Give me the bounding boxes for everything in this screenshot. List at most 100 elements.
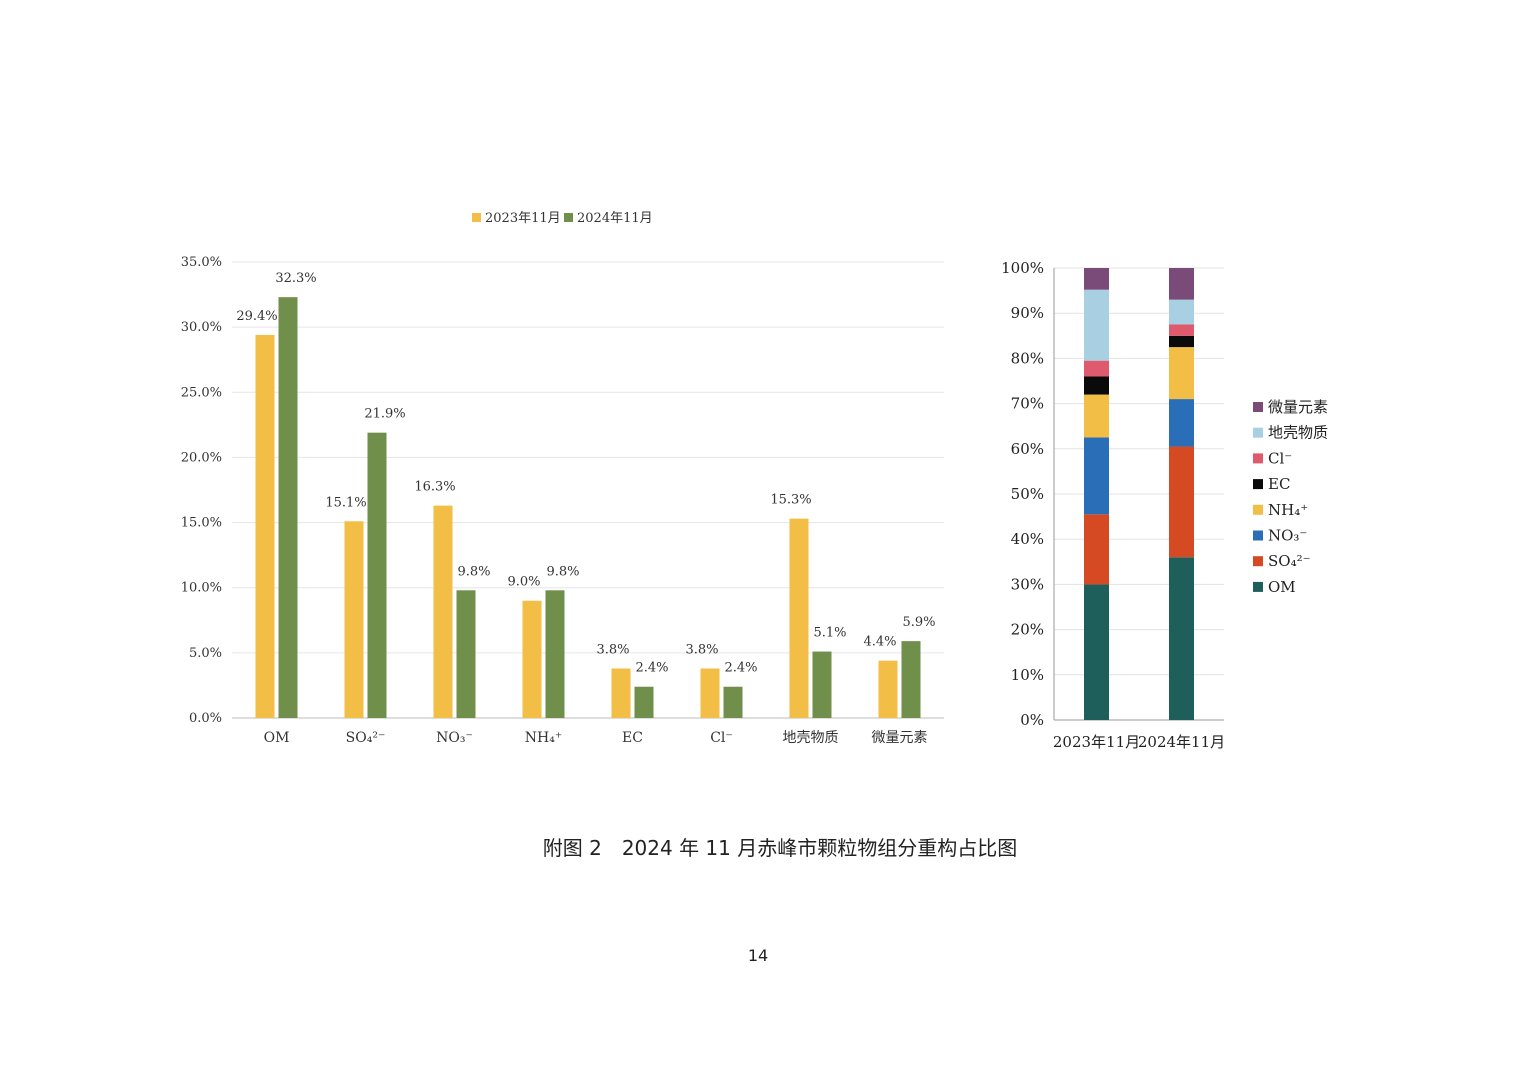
stack-segment — [1084, 394, 1109, 438]
data-label: 9.0% — [507, 575, 540, 590]
legend-label: NH₄⁺ — [1268, 501, 1308, 519]
x-tick-label: 微量元素 — [872, 730, 928, 746]
x-tick-label: 2023年11月 — [1053, 733, 1140, 751]
y-tick-label: 10% — [1011, 666, 1044, 684]
bar — [367, 432, 387, 718]
x-tick-label: OM — [264, 730, 290, 746]
y-tick-label: 30% — [1011, 575, 1044, 593]
legend-label: 微量元素 — [1268, 398, 1328, 416]
y-tick-label: 20% — [1011, 621, 1044, 639]
bar — [433, 505, 453, 718]
data-label: 4.4% — [863, 635, 896, 650]
bar — [456, 590, 476, 718]
data-label: 5.9% — [902, 615, 935, 630]
bar — [901, 641, 921, 718]
bar — [545, 590, 565, 718]
x-tick-label: 地壳物质 — [783, 729, 839, 746]
y-tick-label: 35.0% — [181, 255, 222, 270]
stack-segment — [1169, 446, 1194, 558]
stack-segment — [1169, 347, 1194, 400]
stacked-composition-chart: 0% 10% 20% 30% 40% 50% 60% 70% 80% 90% 100% 2023年11… — [1001, 259, 1328, 751]
data-label: 21.9% — [364, 407, 405, 422]
legend-label: OM — [1268, 578, 1296, 596]
data-label: 2.4% — [635, 661, 668, 676]
data-label: 32.3% — [275, 271, 316, 286]
legend-swatch — [1253, 402, 1263, 412]
stack-segment — [1084, 376, 1109, 395]
legend-swatch — [1253, 556, 1263, 567]
data-label: 5.1% — [813, 626, 846, 641]
legend-swatch — [472, 213, 481, 222]
bar — [634, 686, 654, 718]
x-tick-label: NH₄⁺ — [525, 730, 562, 746]
legend-label: 2023年11月 — [485, 211, 561, 226]
stack-segment — [1084, 584, 1109, 720]
data-label: 2.4% — [724, 661, 757, 676]
x-tick-label: 2024年11月 — [1138, 733, 1225, 751]
y-tick-label: 5.0% — [189, 646, 222, 661]
stack-segment — [1169, 557, 1194, 720]
y-tick-label: 30.0% — [181, 320, 222, 335]
figure-caption: 附图 2 2024 年 11 月赤峰市颗粒物组分重构占比图 — [542, 836, 1018, 860]
legend-swatch — [1253, 504, 1263, 515]
data-label: 9.8% — [457, 564, 490, 579]
y-tick-label: 25.0% — [181, 385, 222, 400]
bar — [789, 518, 809, 718]
y-tick-label: 40% — [1011, 530, 1044, 548]
stack-segment — [1169, 268, 1194, 300]
legend-label: EC — [1268, 475, 1290, 493]
x-tick-label: NO₃⁻ — [436, 730, 473, 746]
legend-swatch — [1253, 530, 1263, 541]
y-tick-label: 100% — [1001, 259, 1044, 277]
legend-swatch — [564, 213, 573, 222]
y-tick-label: 10.0% — [181, 581, 222, 596]
legend-swatch — [1253, 581, 1263, 592]
stack-segment — [1084, 289, 1109, 361]
bar — [812, 651, 832, 718]
y-tick-label: 90% — [1011, 304, 1044, 322]
stack-segment — [1169, 399, 1194, 447]
y-tick-label: 0% — [1020, 711, 1044, 729]
y-tick-label: 0.0% — [189, 711, 222, 726]
x-tick-label: EC — [622, 730, 643, 746]
y-tick-label: 60% — [1011, 440, 1044, 458]
data-label: 15.3% — [770, 493, 811, 508]
stack-segment — [1169, 324, 1194, 336]
legend-swatch — [1253, 453, 1263, 464]
data-label: 3.8% — [685, 642, 718, 657]
bar — [278, 297, 298, 718]
stack-segment — [1169, 299, 1194, 325]
y-tick-label: 70% — [1011, 395, 1044, 413]
legend-label: 地壳物质 — [1268, 424, 1328, 442]
data-label: 3.8% — [596, 642, 629, 657]
bar — [255, 334, 275, 718]
legend-swatch — [1253, 427, 1263, 438]
bar — [611, 668, 631, 718]
legend-label: 2024年11月 — [577, 211, 653, 226]
stack-segment — [1084, 268, 1109, 290]
bar — [344, 521, 364, 718]
stack-segment — [1084, 437, 1109, 515]
x-tick-label: SO₄²⁻ — [346, 730, 386, 746]
legend-label: SO₄²⁻ — [1268, 552, 1311, 570]
y-tick-label: 20.0% — [181, 450, 222, 465]
bar — [878, 660, 898, 718]
data-label: 29.4% — [236, 309, 277, 324]
bar — [700, 668, 720, 718]
y-tick-label: 80% — [1011, 349, 1044, 367]
x-tick-label: Cl⁻ — [710, 730, 733, 746]
legend-label: Cl⁻ — [1268, 449, 1292, 467]
stack-segment — [1084, 514, 1109, 585]
legend-label: NO₃⁻ — [1268, 527, 1307, 545]
y-tick-label: 15.0% — [181, 516, 222, 531]
data-label: 16.3% — [414, 480, 455, 495]
component-bar-chart: 0.0% 5.0% 10.0% 15.0% 20.0% 25.0% 30.0% 35.0% 29… — [181, 211, 944, 746]
bar — [723, 686, 743, 718]
data-label: 15.1% — [325, 495, 366, 510]
bar — [522, 600, 542, 718]
y-tick-label: 50% — [1011, 485, 1044, 503]
stack-segment — [1084, 360, 1109, 377]
data-label: 9.8% — [546, 564, 579, 579]
stack-segment — [1169, 335, 1194, 348]
